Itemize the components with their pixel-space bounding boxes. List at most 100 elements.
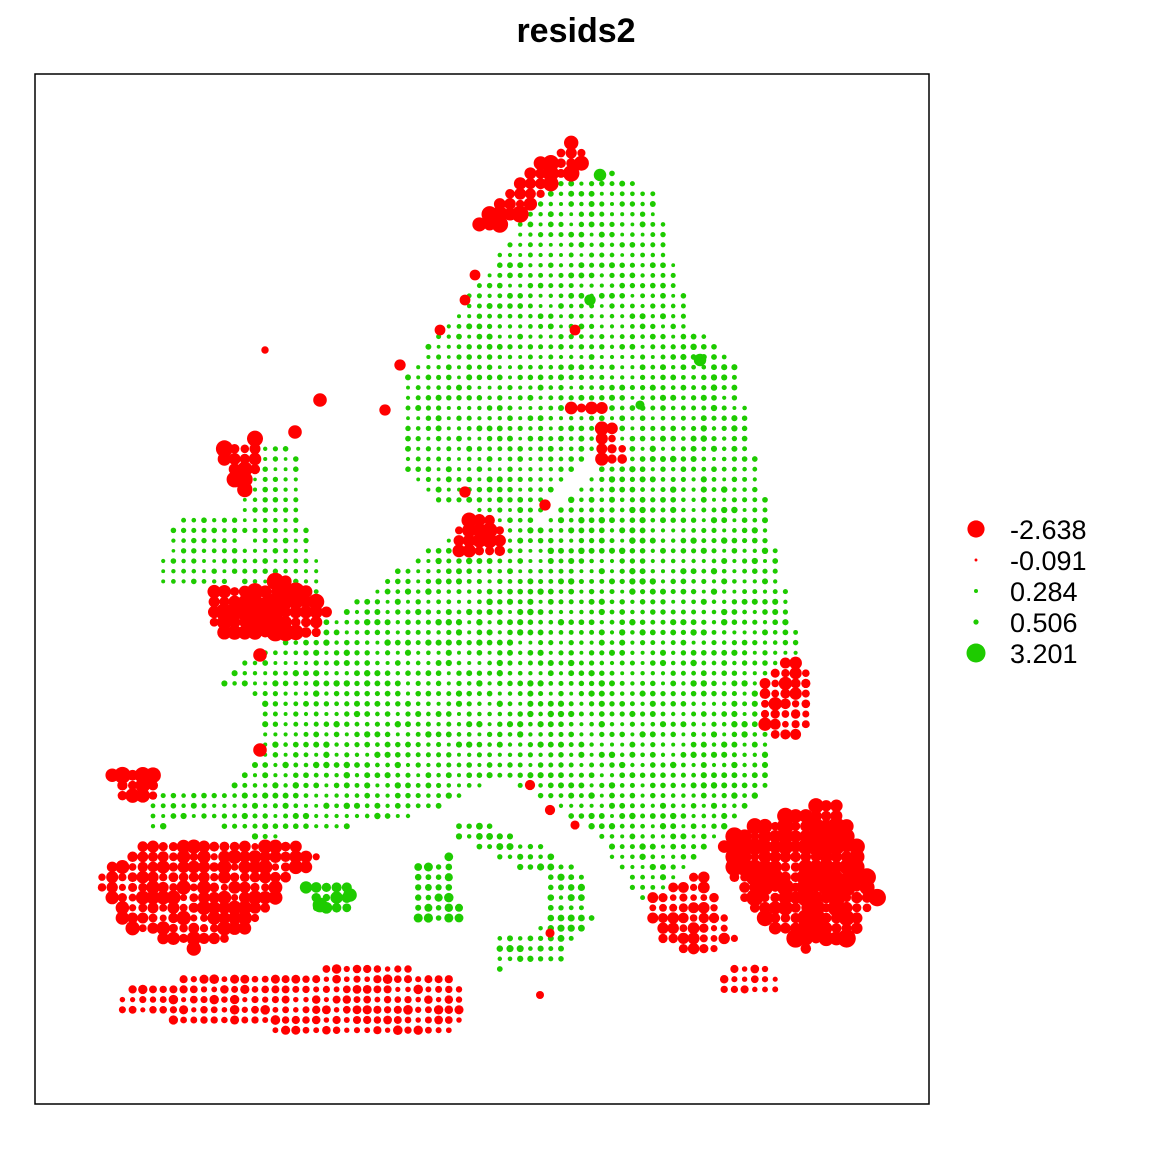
residual-point-italy [517, 936, 523, 941]
residual-point-scandinavia [609, 283, 615, 288]
residual-point-italy [557, 873, 565, 881]
residual-point-north-africa [313, 986, 320, 993]
residual-point-mainland-europe [578, 711, 584, 717]
residual-point-mainland-europe [720, 486, 728, 493]
residual-point-mainland-europe [629, 558, 636, 564]
residual-point-mainland-europe [425, 721, 431, 727]
residual-point-iberia [156, 860, 170, 874]
residual-point-mainland-europe [282, 639, 289, 646]
residual-point-scandinavia [517, 446, 523, 452]
residual-point-black-sea-coast [759, 677, 771, 689]
residual-point-mainland-europe [670, 731, 676, 738]
residual-point-mainland-europe [425, 639, 432, 646]
residual-point-scandinavia [568, 466, 574, 472]
residual-point-mainland-europe [720, 618, 728, 626]
residual-point-mainland-europe [680, 547, 687, 554]
residual-point-mainland-europe [476, 629, 483, 636]
residual-point-scandinavia [660, 313, 666, 320]
residual-point-scandinavia [507, 354, 513, 360]
residual-point-mainland-europe [242, 782, 248, 788]
residual-point-britain [263, 548, 268, 553]
residual-point-mainland-europe [629, 578, 636, 585]
residual-point-finland-lakes [607, 444, 617, 454]
residual-point-mainland-europe [589, 762, 595, 768]
residual-point-ireland [161, 569, 166, 574]
residual-point-scandinavia [538, 334, 543, 339]
residual-point-mainland-europe [630, 691, 635, 696]
residual-point-scandinavia [527, 344, 534, 350]
residual-point-ireland [181, 538, 186, 543]
residual-point-britain [252, 507, 258, 513]
residual-point-scotland-coast [249, 464, 261, 475]
residual-point-mainland-europe [721, 506, 728, 514]
residual-point-mainland-europe [588, 772, 595, 779]
residual-point-mainland-europe [496, 639, 503, 646]
residual-point-mainland-europe [742, 476, 748, 482]
residual-point-north-africa [209, 994, 219, 1005]
residual-point-scandinavia [496, 486, 503, 493]
residual-point-mainland-europe [711, 620, 717, 625]
residual-point-mainland-europe [782, 629, 789, 636]
residual-point-scandinavia [528, 232, 533, 237]
residual-point-mainland-europe [711, 772, 717, 779]
residual-point-portugal-nw [145, 767, 161, 784]
residual-point-scandinavia [599, 283, 604, 288]
residual-point-greece [669, 894, 677, 901]
residual-point-north-africa [395, 986, 401, 993]
residual-point-mainland-europe [517, 711, 523, 717]
residual-point-mainland-europe [324, 793, 329, 798]
residual-point-mainland-europe [232, 793, 237, 798]
residual-point-italy [568, 864, 574, 870]
residual-point-scandinavia [640, 385, 646, 391]
residual-point-north-africa [211, 986, 218, 993]
residual-point-scandinavia [466, 456, 472, 462]
residual-point-scandinavia [415, 466, 421, 472]
residual-point-mainland-europe [445, 568, 452, 575]
residual-point-mainland-europe [579, 640, 584, 645]
residual-point-scandinavia [538, 242, 543, 248]
residual-point-mainland-europe [670, 782, 676, 789]
residual-point-turkey [789, 830, 802, 843]
residual-point-mainland-europe [507, 660, 513, 666]
residual-point-cyprus-levant [772, 976, 778, 982]
residual-point-mainland-europe [711, 660, 717, 666]
residual-point-scandinavia [517, 395, 523, 401]
residual-point-mainland-europe [303, 660, 309, 666]
residual-point-mainland-europe [772, 598, 779, 605]
residual-point-scandinavia [425, 446, 432, 452]
residual-point-mainland-europe [384, 690, 391, 697]
residual-point-mainland-europe [578, 547, 585, 554]
residual-point-north-africa [323, 976, 330, 982]
residual-point-scandinavia [609, 181, 615, 187]
residual-point-mainland-europe [619, 691, 625, 696]
residual-point-north-africa [292, 985, 300, 993]
residual-point-iberia [228, 911, 242, 925]
residual-point-scandinavia [405, 445, 411, 452]
residual-point-mainland-europe [324, 783, 329, 788]
residual-point-mainland-europe [700, 476, 707, 483]
residual-point-mainland-europe [690, 517, 697, 523]
residual-point-mainland-europe [599, 487, 604, 492]
residual-point-italy [527, 935, 534, 942]
residual-point-britain [253, 518, 257, 523]
residual-point-north-africa [200, 1016, 208, 1024]
residual-point-scandinavia [425, 476, 431, 482]
residual-point-north-africa [220, 985, 229, 994]
residual-point-scandinavia [609, 262, 615, 269]
residual-point-norway-coast [556, 158, 566, 169]
residual-point-britain [252, 548, 258, 553]
residual-point-britain [273, 559, 278, 563]
residual-point-mainland-europe [527, 680, 534, 687]
residual-point-mainland-europe [608, 782, 616, 789]
residual-point-north-africa [303, 996, 309, 1003]
residual-point-turkey [798, 931, 814, 946]
residual-point-mainland-europe [436, 762, 442, 768]
residual-point-denmark [495, 526, 505, 535]
residual-point-scandinavia [496, 374, 503, 381]
residual-point-mainland-europe [660, 517, 666, 524]
residual-point-greece [679, 924, 688, 933]
residual-point-scandinavia [467, 405, 472, 411]
residual-point-scandinavia [415, 405, 422, 411]
residual-point-scandinavia [548, 426, 553, 431]
residual-point-mainland-europe [609, 589, 615, 595]
